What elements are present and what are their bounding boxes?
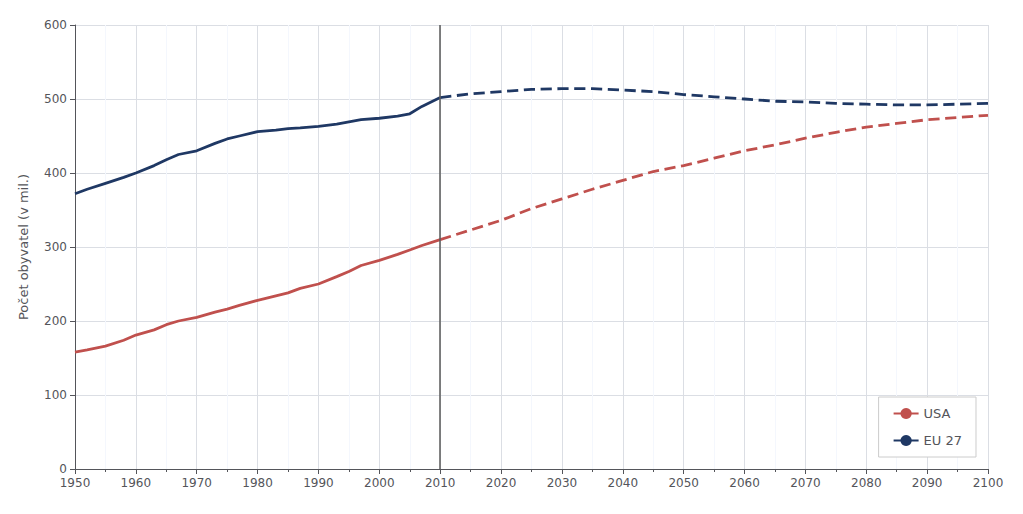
svg-text:2090: 2090 [912,476,943,490]
svg-text:2000: 2000 [364,476,395,490]
svg-text:200: 200 [44,314,67,328]
svg-text:1980: 1980 [242,476,273,490]
svg-text:100: 100 [44,388,67,402]
svg-text:0: 0 [59,462,67,476]
svg-text:2100: 2100 [973,476,1004,490]
svg-text:400: 400 [44,166,67,180]
svg-text:2070: 2070 [790,476,821,490]
svg-text:2050: 2050 [668,476,699,490]
svg-text:500: 500 [44,92,67,106]
svg-text:2030: 2030 [547,476,578,490]
svg-text:2010: 2010 [425,476,456,490]
svg-text:1970: 1970 [181,476,212,490]
svg-text:USA: USA [924,406,951,421]
svg-text:2060: 2060 [729,476,760,490]
svg-text:1950: 1950 [60,476,91,490]
svg-text:EU 27: EU 27 [924,433,962,448]
svg-text:600: 600 [44,18,67,32]
svg-text:2020: 2020 [486,476,517,490]
svg-text:1990: 1990 [303,476,334,490]
svg-text:Počet obyvatel (v mil.): Počet obyvatel (v mil.) [16,174,31,320]
svg-text:2040: 2040 [608,476,639,490]
svg-text:300: 300 [44,240,67,254]
svg-text:1960: 1960 [121,476,152,490]
svg-text:2080: 2080 [851,476,882,490]
